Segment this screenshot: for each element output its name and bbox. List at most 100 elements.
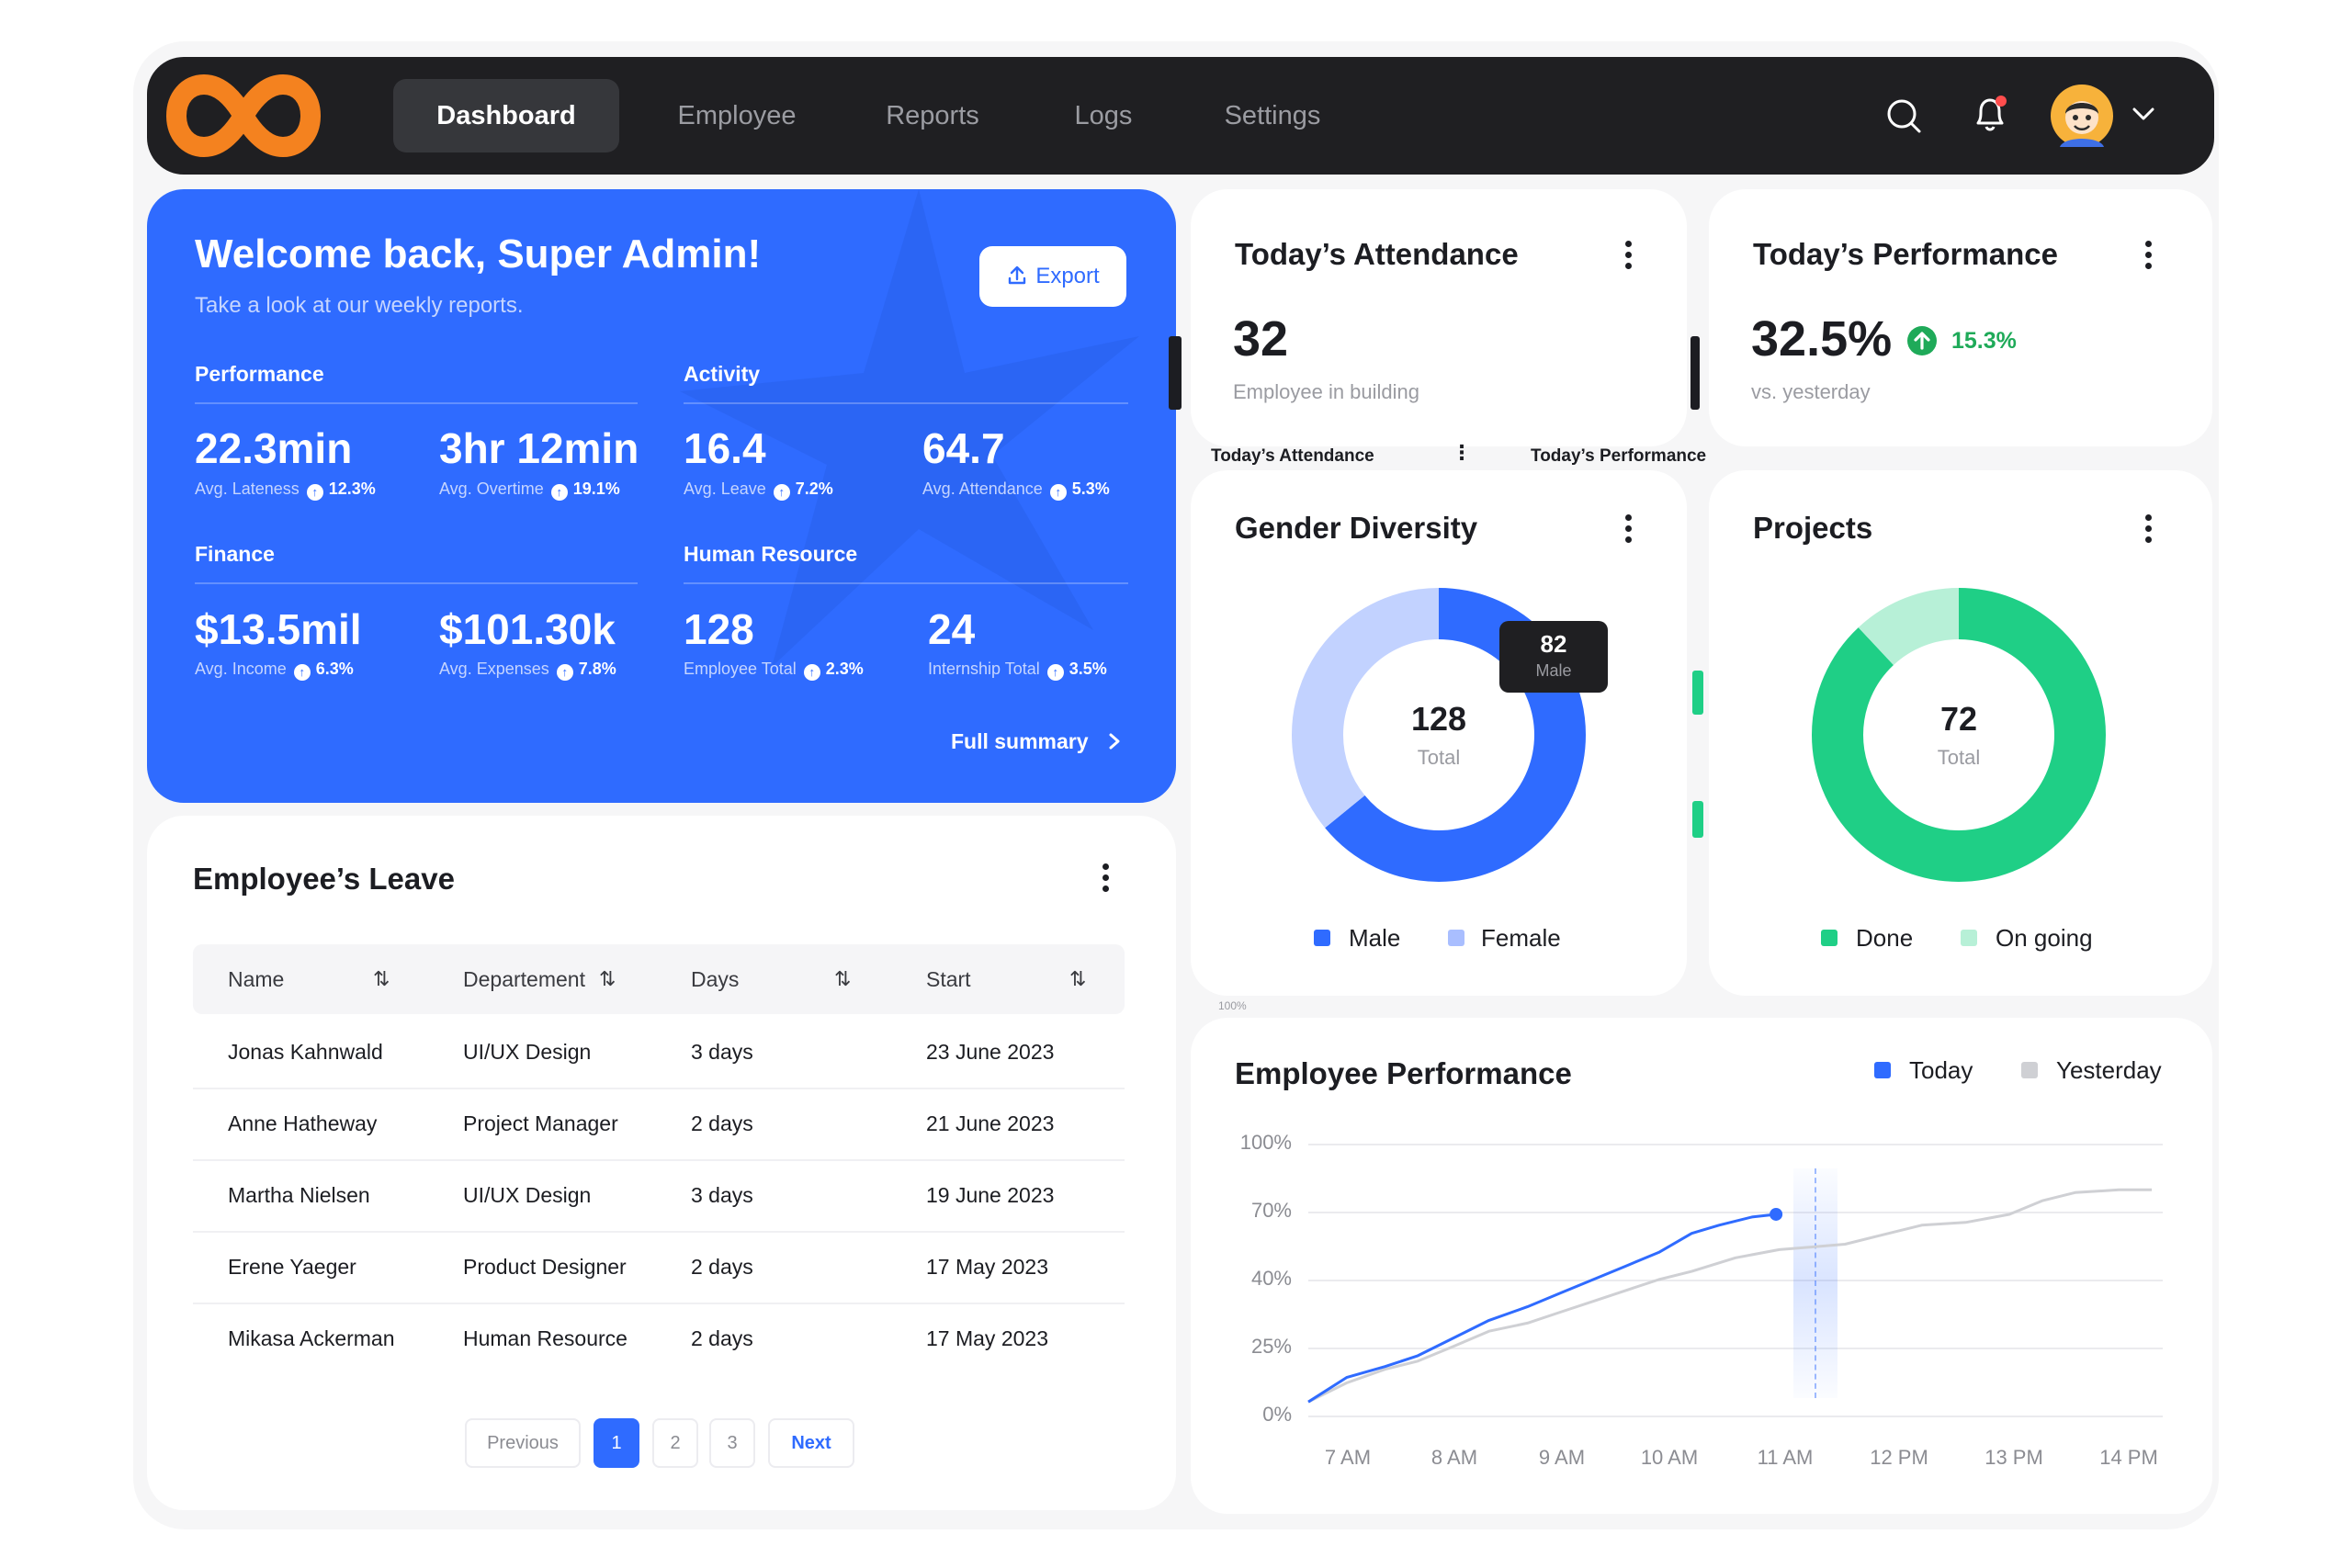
search-icon[interactable] [1885, 97, 1922, 139]
gender-total-label: Total [1417, 746, 1461, 769]
x-tick-label: 8 AM [1430, 1446, 1478, 1469]
table-row[interactable]: Anne Hatheway Project Manager 2 days 21 … [193, 1088, 1125, 1161]
y-tick-label: 100% [1239, 1131, 1292, 1154]
metric-value: 22.3min [195, 424, 353, 472]
gridline [1308, 1144, 2163, 1145]
overlay-attendance-label: Today’s Attendance [1211, 446, 1374, 466]
attendance-title: Today’s Attendance [1235, 237, 1519, 271]
overlay-scale-label: 100% [1218, 999, 1247, 1012]
y-tick-label: 0% [1262, 1403, 1292, 1426]
column-header-days[interactable]: Days [691, 967, 740, 991]
nav-reports[interactable]: Reports [886, 101, 979, 130]
cell-name: Mikasa Ackerman [228, 1326, 395, 1350]
employee-leave-title: Employee’s Leave [193, 862, 455, 896]
performance-title: Today’s Performance [1753, 237, 2058, 271]
decorative-star-icon [680, 189, 1139, 667]
table-row[interactable]: Jonas Kahnwald UI/UX Design 3 days 23 Ju… [193, 1016, 1125, 1089]
cell-name: Anne Hatheway [228, 1111, 378, 1135]
legend-swatch-ongoing [1961, 930, 1977, 946]
male-tooltip: 82 Male [1499, 621, 1608, 693]
pagination-previous-button[interactable]: Previous [465, 1418, 581, 1468]
legend-ongoing: On going [1996, 924, 2093, 952]
x-tick-label: 12 PM [1870, 1446, 1928, 1469]
sort-icon[interactable]: ⇅ [599, 967, 616, 990]
metric-caption: Avg. Leave ↑ 7.2% [684, 479, 833, 501]
nav-logs[interactable]: Logs [1074, 101, 1133, 130]
more-options-icon[interactable] [1100, 863, 1111, 900]
performance-change: 15.3% [1951, 328, 2017, 354]
column-header-name[interactable]: Name [228, 967, 285, 991]
tooltip-value: 82 [1540, 630, 1567, 658]
sort-icon[interactable]: ⇅ [1069, 967, 1087, 990]
legend-yesterday: Yesterday [2056, 1056, 2162, 1084]
cell-start: 19 June 2023 [926, 1183, 1055, 1207]
gender-donut-chart [1292, 588, 1586, 882]
gender-diversity-title: Gender Diversity [1235, 511, 1478, 545]
activity-heading: Activity [684, 362, 761, 386]
employee-leave-card [147, 816, 1176, 1510]
nav-dashboard[interactable]: Dashboard [393, 79, 619, 152]
column-header-department[interactable]: Departement [463, 967, 585, 991]
cell-days: 2 days [691, 1326, 753, 1350]
export-button[interactable]: Export [979, 246, 1126, 307]
sort-icon[interactable]: ⇅ [373, 967, 390, 990]
cell-start: 17 May 2023 [926, 1255, 1048, 1279]
metric-caption: Internship Total ↑ 3.5% [928, 660, 1107, 681]
cell-days: 2 days [691, 1255, 753, 1279]
chevron-down-icon[interactable] [2132, 105, 2155, 128]
y-tick-label: 40% [1250, 1267, 1292, 1290]
more-options-icon[interactable] [1623, 514, 1634, 551]
pagination-page-3[interactable]: 3 [709, 1418, 755, 1468]
welcome-subtitle: Take a look at our weekly reports. [195, 293, 524, 318]
legend-swatch-female [1448, 930, 1464, 946]
employee-performance-card [1191, 1018, 2212, 1514]
table-header: Name ⇅ Departement ⇅ Days ⇅ Start ⇅ [193, 944, 1125, 1014]
cell-days: 2 days [691, 1111, 753, 1135]
x-tick-label: 10 AM [1640, 1446, 1699, 1469]
notification-bell-icon[interactable] [1971, 94, 2011, 141]
cell-start: 21 June 2023 [926, 1111, 1055, 1135]
sort-icon[interactable]: ⇅ [834, 967, 852, 990]
pagination-page-1[interactable]: 1 [594, 1418, 639, 1468]
nav-employee[interactable]: Employee [677, 101, 797, 130]
table-row[interactable]: Mikasa Ackerman Human Resource 2 days 17… [193, 1303, 1125, 1374]
series-line-yesterday [1307, 1188, 2153, 1404]
more-options-icon[interactable] [2143, 514, 2154, 551]
pagination-page-2[interactable]: 2 [652, 1418, 698, 1468]
table-row[interactable]: Martha Nielsen UI/UX Design 3 days 19 Ju… [193, 1159, 1125, 1233]
donut-slice-female [1292, 588, 1586, 882]
chevron-right-icon [1109, 733, 1120, 750]
gridline [1308, 1348, 2163, 1349]
nav-settings[interactable]: Settings [1224, 101, 1321, 130]
more-options-icon[interactable] [1623, 241, 1634, 277]
more-options-icon[interactable] [2143, 241, 2154, 277]
welcome-card: Welcome back, Super Admin! Take a look a… [147, 189, 1176, 803]
cell-name: Martha Nielsen [228, 1183, 370, 1207]
donut-slice-ongoing [1812, 588, 2106, 882]
column-header-start[interactable]: Start [926, 967, 971, 991]
table-row[interactable]: Erene Yaeger Product Designer 2 days 17 … [193, 1231, 1125, 1304]
metric-value: $101.30k [439, 605, 616, 653]
arrow-up-circle-icon [1907, 326, 1937, 360]
human-resource-heading: Human Resource [684, 542, 858, 566]
divider [195, 402, 638, 404]
employee-performance-title: Employee Performance [1235, 1056, 1572, 1090]
infinity-logo[interactable] [165, 68, 322, 168]
user-avatar[interactable] [2049, 83, 2115, 153]
x-tick-label: 11 AM [1757, 1446, 1814, 1469]
divider [684, 402, 1128, 404]
cell-start: 17 May 2023 [926, 1326, 1048, 1350]
pagination-next-button[interactable]: Next [768, 1418, 854, 1468]
projects-donut-chart [1812, 588, 2106, 882]
metric-value: 24 [928, 605, 976, 653]
gridline [1308, 1212, 2163, 1213]
overlay-kebab: ⋮ [1452, 441, 1472, 464]
full-summary-link[interactable]: Full summary [951, 729, 1122, 754]
overlay-edge [1169, 336, 1182, 410]
gridline [1308, 1280, 2163, 1281]
metric-value: 16.4 [684, 424, 766, 472]
cell-days: 3 days [691, 1040, 753, 1064]
projects-card [1709, 470, 2212, 996]
performance-heading: Performance [195, 362, 324, 386]
attendance-subtitle: Employee in building [1233, 380, 1420, 403]
